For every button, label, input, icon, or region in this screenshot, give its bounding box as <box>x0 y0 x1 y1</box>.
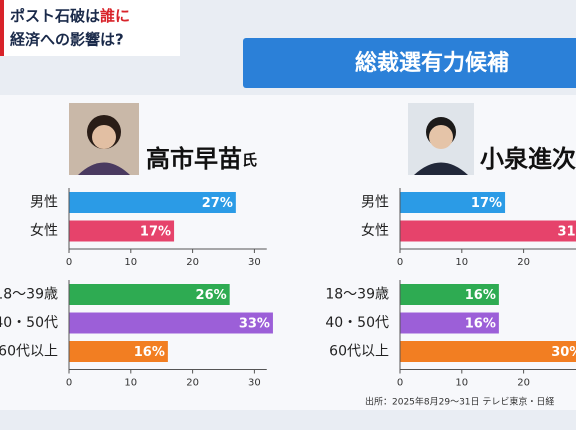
category-label: 40・50代 <box>0 315 58 331</box>
x-tick-label: 30 <box>248 378 261 389</box>
portrait <box>408 103 474 175</box>
x-tick-label: 10 <box>455 257 468 268</box>
value-label: 30% <box>551 345 576 360</box>
candidate-name: 小泉進次 <box>480 145 576 173</box>
candidate-name: 高市早苗氏 <box>146 145 257 173</box>
caption-line: ポスト石破は誰に <box>10 7 130 25</box>
x-tick-label: 0 <box>397 257 403 268</box>
x-tick-label: 0 <box>66 257 72 268</box>
value-label: 17% <box>471 196 502 211</box>
value-label: 31% <box>557 225 576 240</box>
category-label: 18〜39歳 <box>0 287 58 303</box>
value-label: 27% <box>202 196 233 211</box>
category-label: 男性 <box>361 195 389 211</box>
x-tick-label: 0 <box>66 378 72 389</box>
category-label: 60代以上 <box>329 344 389 360</box>
x-tick-label: 30 <box>248 257 261 268</box>
x-tick-label: 0 <box>397 378 403 389</box>
value-label: 17% <box>140 225 171 240</box>
category-label: 女性 <box>30 222 58 239</box>
portrait <box>69 103 139 175</box>
bar <box>400 341 576 362</box>
banner <box>243 38 576 88</box>
caption-box <box>0 0 180 56</box>
value-label: 16% <box>465 317 496 332</box>
caption-accent <box>0 0 4 56</box>
value-label: 26% <box>196 288 227 303</box>
banner-text: 総裁選有力候補 <box>355 50 509 76</box>
bar <box>69 220 175 242</box>
bar <box>69 312 273 334</box>
bar <box>400 220 576 242</box>
x-tick-label: 20 <box>186 257 199 268</box>
bar <box>400 284 499 305</box>
name-suffix: 氏 <box>242 151 257 169</box>
category-label: 女性 <box>361 222 389 239</box>
x-tick-label: 20 <box>186 378 199 389</box>
x-tick-label: 20 <box>517 257 530 268</box>
caption-highlight: 誰に <box>100 7 130 25</box>
source: 出所：2025年8月29～31日 テレビ東京・日経 <box>365 396 554 408</box>
value-label: 16% <box>134 345 165 360</box>
value-label: 33% <box>239 317 270 332</box>
x-tick-label: 10 <box>124 378 137 389</box>
bar <box>400 192 506 213</box>
value-label: 16% <box>465 288 496 303</box>
bar <box>69 192 236 213</box>
bar <box>69 341 168 362</box>
name-text: 高市早苗 <box>146 145 242 173</box>
caption-text: ポスト石破は <box>10 7 100 25</box>
category-label: 40・50代 <box>325 315 389 331</box>
x-tick-label: 10 <box>124 257 137 268</box>
x-tick-label: 20 <box>517 378 530 389</box>
caption-line: 経済への影響は? <box>10 31 124 49</box>
bar <box>400 312 499 334</box>
category-label: 60代以上 <box>0 344 58 360</box>
bar <box>69 284 230 305</box>
category-label: 男性 <box>30 195 58 211</box>
category-label: 18〜39歳 <box>325 287 389 303</box>
x-tick-label: 10 <box>455 378 468 389</box>
